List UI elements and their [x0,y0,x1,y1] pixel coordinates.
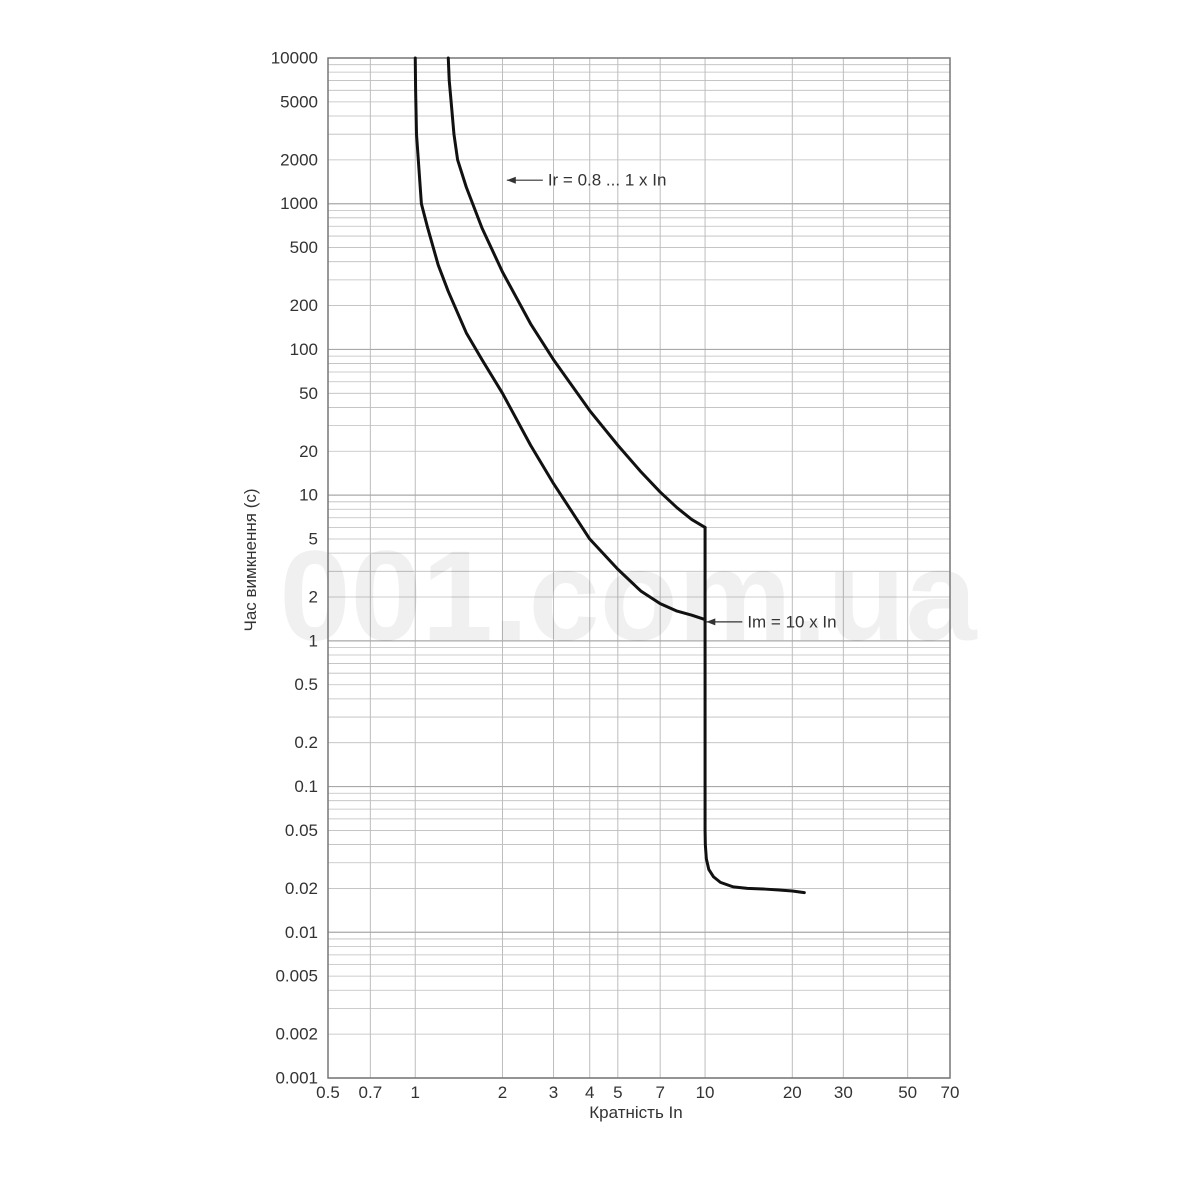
arrow-head-icon [706,618,716,626]
annotation-group: Ir = 0.8 ... 1 x In Im = 10 x In [506,171,837,631]
x-tick-label: 50 [898,1083,917,1102]
y-tick-label: 100 [290,340,318,359]
y-tick-label: 5000 [280,92,318,111]
plot-frame [327,57,951,1079]
annotation: Ir = 0.8 ... 1 x In [506,171,667,190]
x-tick-label: 1 [411,1083,420,1102]
x-tick-label: 7 [655,1083,664,1102]
curve-lower [413,56,707,622]
y-tick-label: 2000 [280,150,318,169]
x-tick-label: 20 [783,1083,802,1102]
y-tick-label: 1000 [280,194,318,213]
y-tick-label: 0.05 [285,821,318,840]
x-tick-label: 3 [549,1083,558,1102]
x-tick-label: 5 [613,1083,622,1102]
y-tick-label: 0.002 [275,1025,318,1044]
x-tick-label: 70 [941,1083,960,1102]
x-tick-label: 0.5 [316,1083,340,1102]
y-tick-label: 0.1 [294,777,318,796]
x-tick-label: 10 [696,1083,715,1102]
y-tick-label: 0.005 [275,967,318,986]
y-tick-label: 50 [299,384,318,403]
annotation: Im = 10 x In [706,612,837,631]
y-tick-label: 0.2 [294,733,318,752]
y-tick-label: 2 [309,587,318,606]
x-tick-labels: 0.5 0.7 1 2 3 4 5 7 10 20 30 50 70 [316,1083,959,1102]
y-tick-label: 500 [290,238,318,257]
annotation-label: Im = 10 x In [747,612,836,631]
arrow-head-icon [506,176,516,184]
annotation-label: Ir = 0.8 ... 1 x In [548,171,667,190]
x-tick-label: 2 [498,1083,507,1102]
y-axis-title: Час вимкнення (с) [241,488,260,631]
curve-upper [446,56,707,529]
y-tick-label: 0.5 [294,675,318,694]
x-tick-label: 4 [585,1083,594,1102]
y-tick-label: 20 [299,442,318,461]
y-tick-label: 10000 [271,49,318,68]
y-tick-label: 1 [309,631,318,650]
x-tick-label: 30 [834,1083,853,1102]
y-tick-label: 0.01 [285,923,318,942]
y-tick-label: 0.02 [285,879,318,898]
y-tick-label: 0.001 [275,1069,318,1088]
y-tick-label: 10 [299,486,318,505]
y-tick-labels: 10000 5000 2000 1000 500 200 100 50 20 10 5 2 1 0.5 0.… [271,49,318,1088]
y-tick-label: 5 [309,530,318,549]
y-tick-label: 200 [290,296,318,315]
watermark: 001.com.ua [279,525,977,668]
x-axis-title: Кратність In [589,1103,682,1122]
curve-instantaneous [703,525,806,895]
series-group [413,56,806,895]
x-tick-label: 0.7 [359,1083,383,1102]
